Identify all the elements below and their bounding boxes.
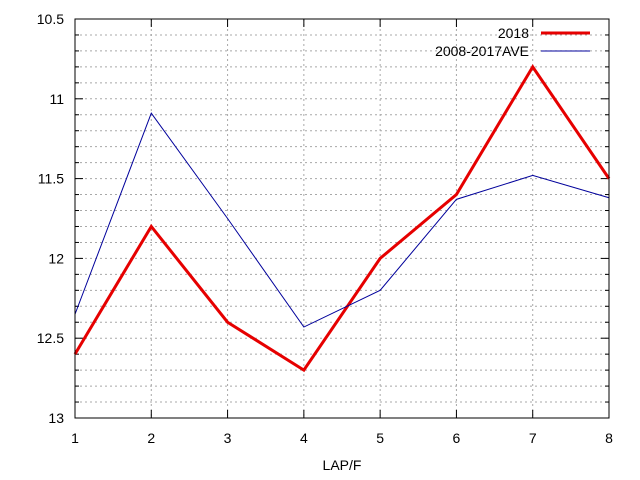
x-tick-label: 4 — [300, 430, 308, 446]
legend-label: 2018 — [498, 25, 529, 41]
x-tick-labels: 1 2 3 4 5 6 7 8 — [71, 430, 613, 446]
y-tick-label: 10.5 — [37, 11, 64, 27]
y-tick-label: 11.5 — [38, 171, 64, 187]
x-tick-label: 5 — [376, 430, 384, 446]
y-tick-label: 11 — [49, 91, 64, 107]
x-tick-label: 7 — [529, 430, 537, 446]
x-tick-label: 2 — [147, 430, 155, 446]
y-tick-label: 12.5 — [37, 330, 64, 346]
x-tick-label: 8 — [605, 430, 613, 446]
axis-ticks — [74, 18, 610, 419]
y-tick-labels: 10.5 11 11.5 12 12.5 13 — [37, 11, 64, 426]
legend-label: 2008-2017AVE — [435, 43, 529, 59]
x-tick-label: 6 — [453, 430, 461, 446]
series-line-1 — [73, 64, 611, 373]
grid-lines — [75, 19, 609, 418]
legend: 2018 2008-2017AVE — [435, 25, 590, 59]
x-tick-label: 1 — [71, 430, 79, 446]
y-tick-label: 13 — [48, 410, 64, 426]
x-axis-label: LAP/F — [323, 457, 362, 473]
plot-frame — [74, 18, 610, 419]
series-lines — [73, 64, 611, 373]
series-line-2 — [74, 112, 610, 328]
x-tick-label: 3 — [224, 430, 232, 446]
y-tick-label: 12 — [48, 250, 64, 266]
